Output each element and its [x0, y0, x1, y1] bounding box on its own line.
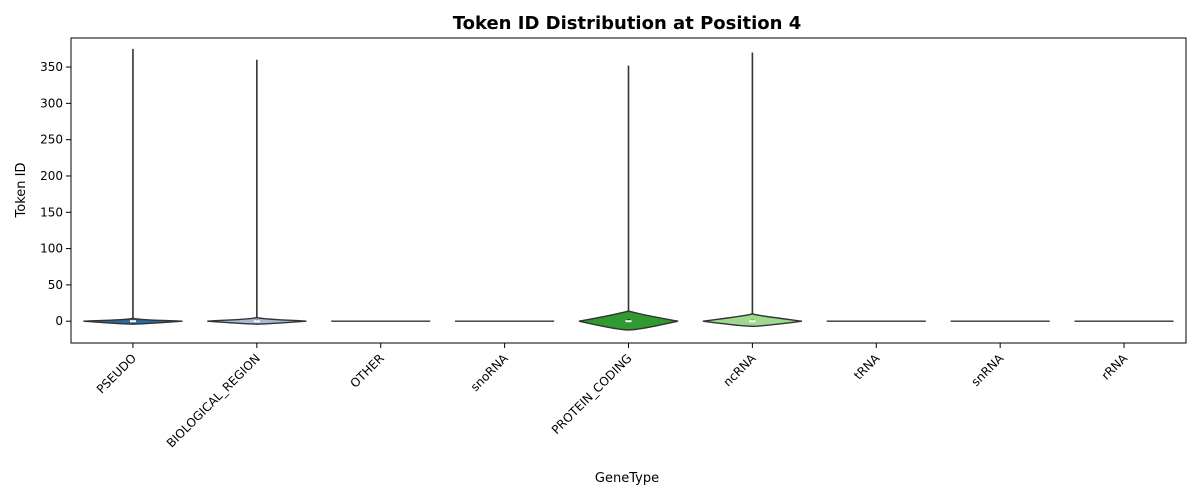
x-tick-label: OTHER	[347, 351, 386, 390]
plot-frame	[70, 37, 1187, 344]
violin-median-marker	[253, 320, 260, 323]
x-tick-label: ncRNA	[721, 351, 760, 390]
y-axis-label: Token ID	[14, 163, 29, 219]
y-tick-label: 50	[48, 278, 63, 292]
x-tick-label: snRNA	[969, 351, 1007, 389]
y-tick-label: 350	[40, 60, 63, 74]
x-axis-label: GeneType	[595, 471, 659, 486]
x-axis: PSEUDO BIOLOGICAL_REGION OTHER snoRNA PROTEI…	[94, 343, 1131, 450]
y-axis: 0 50 100 150 200 250 300 350	[40, 60, 71, 328]
y-tick-label: 200	[40, 169, 63, 183]
x-tick-label: tRNA	[851, 351, 883, 383]
chart-title: Token ID Distribution at Position 4	[453, 13, 802, 34]
violin-median-marker	[129, 320, 136, 323]
x-tick-label: snoRNA	[468, 351, 511, 394]
y-tick-label: 150	[40, 205, 63, 219]
y-tick-label: 0	[55, 314, 63, 328]
violin-quartile-box	[627, 319, 630, 322]
y-tick-label: 250	[40, 133, 63, 147]
violin-median-marker	[749, 320, 756, 323]
y-tick-label: 100	[40, 242, 63, 256]
violin-median-marker	[625, 320, 632, 323]
y-tick-label: 300	[40, 96, 63, 110]
x-tick-label: BIOLOGICAL_REGION	[164, 351, 263, 450]
x-tick-label: PROTEIN_CODING	[549, 351, 635, 437]
x-tick-label: rRNA	[1099, 351, 1131, 383]
x-tick-label: PSEUDO	[94, 351, 139, 396]
plot-area	[83, 48, 1174, 331]
